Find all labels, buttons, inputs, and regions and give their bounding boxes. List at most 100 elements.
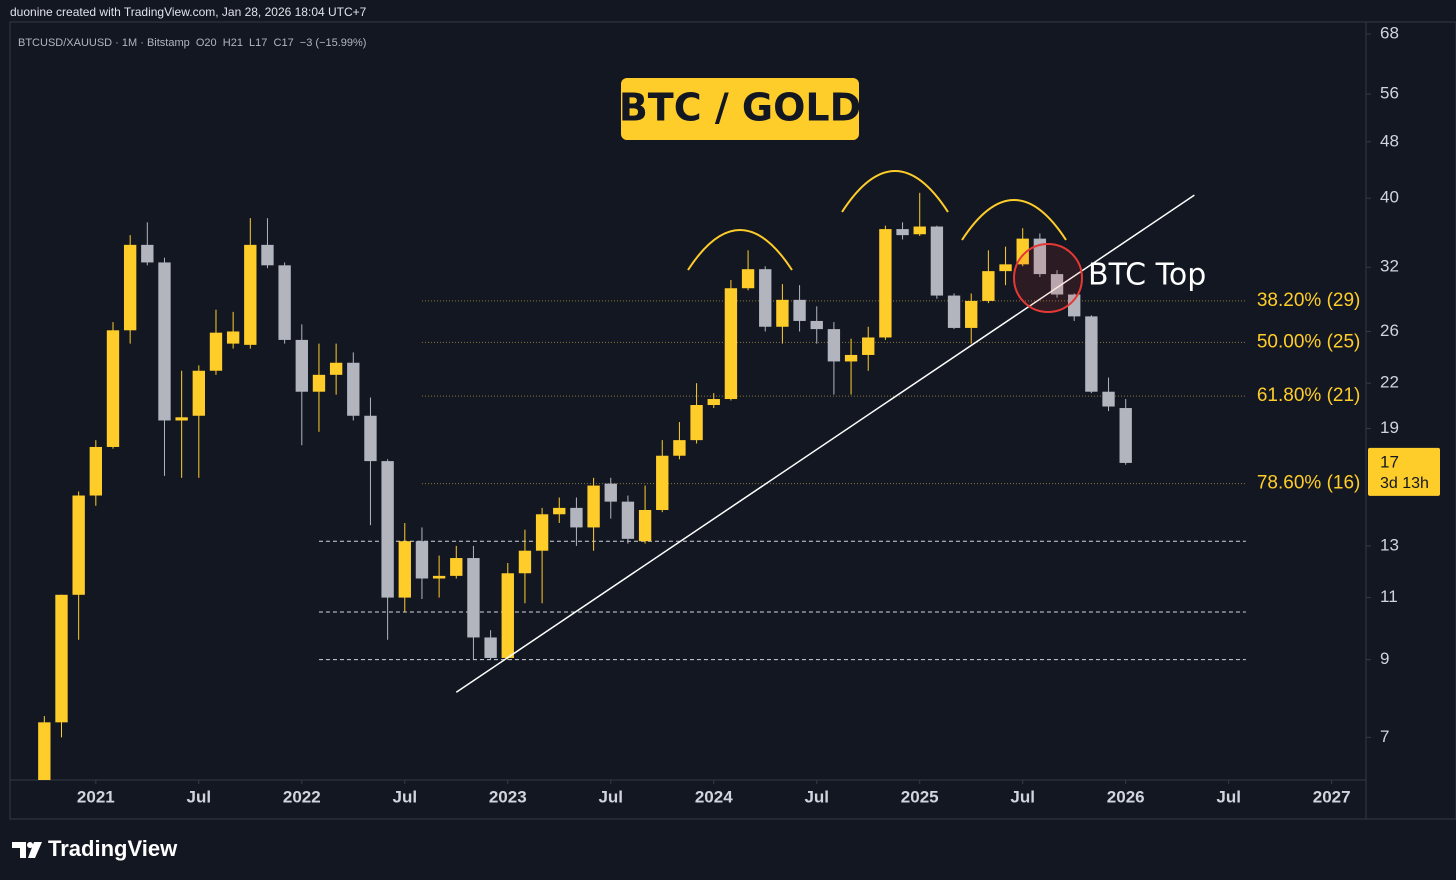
candle-body bbox=[621, 501, 635, 539]
candle-body bbox=[192, 370, 205, 416]
head-arc bbox=[841, 170, 949, 213]
candle-body bbox=[759, 269, 772, 327]
candle-body bbox=[810, 320, 823, 330]
fib-label: 78.60% (16) bbox=[1257, 473, 1361, 494]
y-tick-label: 48 bbox=[1380, 131, 1399, 150]
y-tick-label: 9 bbox=[1380, 649, 1389, 668]
candle-body bbox=[1102, 391, 1115, 407]
candle-body bbox=[72, 495, 85, 595]
title-box bbox=[621, 78, 859, 140]
y-tick-label: 26 bbox=[1380, 321, 1399, 340]
right-shoulder-arc bbox=[961, 199, 1067, 241]
brand-logo: TradingView bbox=[12, 836, 178, 861]
candle-body bbox=[535, 514, 549, 551]
candle-body bbox=[570, 507, 583, 528]
candle-body bbox=[965, 300, 978, 328]
candle-body bbox=[381, 461, 394, 598]
x-tick-label: 2024 bbox=[695, 787, 733, 806]
candle-body bbox=[209, 332, 223, 371]
x-tick-label: 2023 bbox=[489, 787, 527, 806]
symbol-header: BTCUSD/XAUUSD · 1M · Bitstamp O20 H21 L1… bbox=[18, 37, 366, 49]
candle-body bbox=[55, 594, 68, 723]
candle-body bbox=[432, 575, 446, 579]
candle-body bbox=[879, 229, 892, 338]
left-shoulder-arc bbox=[687, 229, 793, 271]
candle-body bbox=[982, 271, 995, 301]
brand: TradingView bbox=[48, 836, 178, 861]
candle-body bbox=[467, 558, 480, 638]
logo-icon bbox=[12, 842, 42, 858]
candle-body bbox=[673, 440, 686, 456]
annotation: BTC Top bbox=[1088, 258, 1206, 293]
candle-body bbox=[278, 265, 291, 340]
candle-body bbox=[450, 558, 463, 576]
candle-body bbox=[690, 405, 703, 441]
y-tick-label: 40 bbox=[1380, 188, 1399, 207]
candle-body bbox=[518, 550, 532, 574]
y-tick-label: 56 bbox=[1380, 84, 1399, 103]
candle-body bbox=[484, 637, 497, 658]
candle-body bbox=[364, 415, 377, 462]
candle-body bbox=[999, 264, 1012, 272]
frame bbox=[9, 21, 1456, 820]
candle-body bbox=[896, 229, 909, 236]
top-circle bbox=[1013, 243, 1083, 313]
candle-body bbox=[501, 573, 514, 658]
x-tick-label: 2027 bbox=[1313, 787, 1351, 806]
y-tick-label: 19 bbox=[1380, 418, 1399, 437]
candle-body bbox=[347, 362, 360, 416]
y-tick-label: 11 bbox=[1380, 587, 1398, 606]
candle-body bbox=[398, 541, 411, 598]
y-tick-label: 7 bbox=[1380, 727, 1389, 746]
candle-body bbox=[261, 244, 274, 266]
candle-body bbox=[158, 262, 171, 421]
credit: duonine created with TradingView.com, Ja… bbox=[10, 5, 367, 19]
candle-body bbox=[844, 354, 858, 362]
candle-body bbox=[1033, 238, 1047, 275]
candle-body bbox=[741, 269, 755, 289]
fib-label: 38.20% (29) bbox=[1257, 290, 1361, 311]
candle-body bbox=[930, 226, 944, 296]
candle-body bbox=[329, 362, 343, 375]
candle-body bbox=[295, 339, 308, 392]
x-tick-label: Jul bbox=[1010, 787, 1035, 806]
candle-body bbox=[1085, 316, 1098, 392]
candle-body bbox=[141, 244, 154, 263]
x-tick-label: 2026 bbox=[1107, 787, 1145, 806]
candle-body bbox=[226, 331, 240, 344]
x-tick-label: 2025 bbox=[901, 787, 939, 806]
candle-body bbox=[1068, 294, 1081, 317]
last-price-box bbox=[1368, 447, 1440, 496]
x-tick-label: 2021 bbox=[77, 787, 115, 806]
chart-title: BTC / GOLD bbox=[619, 86, 861, 130]
y-tick-label: 22 bbox=[1380, 373, 1399, 392]
x-tick-label: 2022 bbox=[283, 787, 321, 806]
candle-body bbox=[947, 295, 961, 328]
y-tick-label: 68 bbox=[1380, 24, 1399, 43]
candle-body bbox=[1119, 408, 1132, 463]
pattern-arcs bbox=[687, 170, 1067, 271]
candle-body bbox=[587, 485, 600, 528]
candle-body bbox=[89, 446, 103, 496]
last-price-label: 17 bbox=[1380, 452, 1399, 471]
fib-label: 50.00% (25) bbox=[1257, 331, 1361, 352]
candle-body bbox=[604, 483, 617, 502]
trendline bbox=[455, 194, 1195, 693]
candle-body bbox=[776, 299, 789, 327]
x-tick-label: Jul bbox=[598, 787, 623, 806]
candle-body bbox=[724, 288, 738, 400]
candle-body bbox=[707, 399, 720, 406]
candle-body bbox=[656, 455, 669, 511]
candle-body bbox=[312, 374, 326, 392]
candle-body bbox=[244, 244, 257, 345]
y-tick-label: 32 bbox=[1380, 257, 1399, 276]
fib-label: 61.80% (21) bbox=[1257, 385, 1361, 406]
countdown: 3d 13h bbox=[1380, 475, 1429, 492]
y-tick-label: 13 bbox=[1380, 535, 1399, 554]
candle-body bbox=[415, 541, 429, 579]
candle-body bbox=[862, 337, 875, 355]
x-tick-label: Jul bbox=[187, 787, 212, 806]
candle-body bbox=[175, 417, 188, 421]
